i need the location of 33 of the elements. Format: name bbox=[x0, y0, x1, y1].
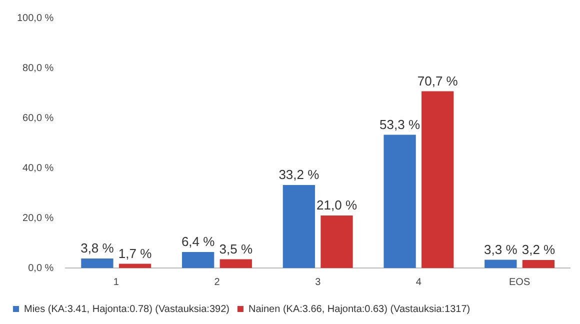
y-tick-label: 40,0 % bbox=[22, 162, 54, 174]
bar bbox=[522, 260, 555, 268]
legend-label: Nainen (KA:3.66, Hajonta:0.63) (Vastauksia:1317) bbox=[248, 304, 470, 315]
x-tick-label: 2 bbox=[214, 276, 220, 288]
data-label: 3,3 % bbox=[484, 242, 518, 257]
bar bbox=[484, 260, 517, 268]
y-tick-label: 60,0 % bbox=[22, 112, 54, 124]
y-tick-label: 80,0 % bbox=[22, 62, 54, 74]
data-label: 6,4 % bbox=[181, 234, 216, 250]
data-label: 70,7 % bbox=[417, 73, 458, 88]
x-tick-label: EOS bbox=[509, 276, 530, 288]
y-tick-label: 0,0 % bbox=[28, 262, 54, 274]
data-label: 3,5 % bbox=[219, 241, 253, 256]
y-tick-label: 100,0 % bbox=[16, 12, 54, 24]
data-label: 3,8 % bbox=[80, 240, 114, 256]
bar bbox=[320, 216, 353, 268]
bar bbox=[384, 134, 416, 268]
data-label: 21,0 % bbox=[316, 198, 358, 213]
bar bbox=[182, 252, 214, 268]
bar bbox=[422, 91, 454, 268]
data-label: 33,2 % bbox=[278, 167, 320, 182]
y-tick-label: 20,0 % bbox=[22, 212, 54, 224]
bar bbox=[282, 185, 316, 268]
x-tick-label: 1 bbox=[113, 276, 120, 288]
x-tick-label: 4 bbox=[416, 276, 422, 288]
bar bbox=[81, 258, 114, 268]
data-label: 3,2 % bbox=[522, 242, 556, 258]
legend-label: Mies (KA:3.41, Hajonta:0.78) (Vastauksia:392) bbox=[24, 304, 230, 315]
data-label: 53,3 % bbox=[380, 116, 420, 132]
data-label: 1,7 % bbox=[118, 246, 152, 261]
x-tick-label: 3 bbox=[315, 276, 322, 288]
bar bbox=[220, 259, 252, 268]
bar bbox=[118, 264, 152, 268]
